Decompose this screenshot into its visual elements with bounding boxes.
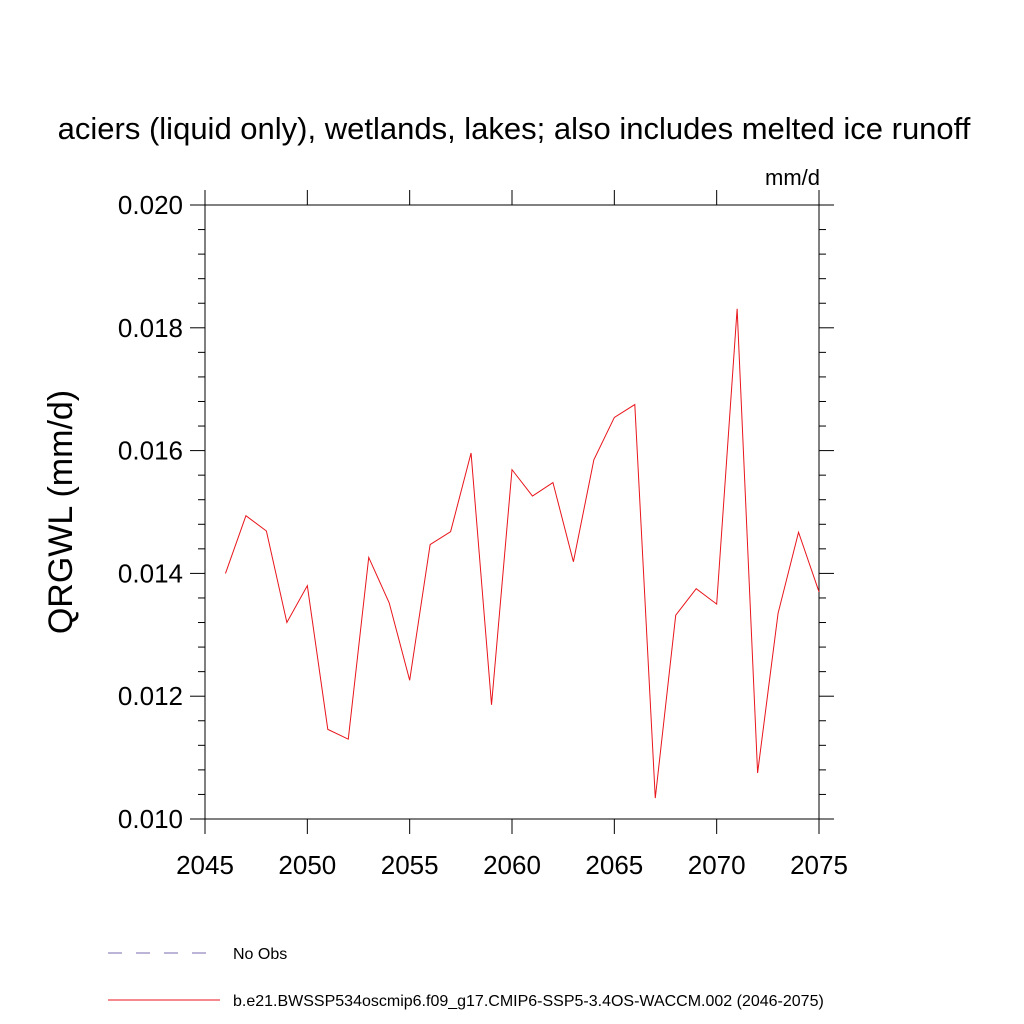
units-label: mm/d (765, 165, 820, 190)
y-tick-label: 0.012 (118, 681, 183, 711)
x-tick-label: 2055 (381, 850, 439, 880)
x-tick-labels: 2045 2050 2055 2060 2065 2070 2075 (176, 850, 848, 880)
x-tick-label: 2050 (278, 850, 336, 880)
x-tick-label: 2045 (176, 850, 234, 880)
y-tick-label: 0.018 (118, 313, 183, 343)
y-tick-label: 0.016 (118, 436, 183, 466)
series-line (224, 308, 820, 799)
y-tick-labels: 0.010 0.012 0.014 0.016 0.018 0.020 (118, 190, 183, 834)
x-tick-label: 2070 (688, 850, 746, 880)
chart-title: aciers (liquid only), wetlands, lakes; a… (58, 111, 971, 146)
legend-label: b.e21.BWSSP534oscmip6.f09_g17.CMIP6-SSP5… (233, 993, 824, 1010)
series-layer (224, 308, 820, 799)
y-tick-label: 0.020 (118, 190, 183, 220)
plot-frame (204, 204, 820, 820)
y-tick-label: 0.010 (118, 804, 183, 834)
y-tick-label: 0.014 (118, 558, 183, 588)
x-tick-label: 2075 (790, 850, 848, 880)
y-axis-label: QRGWL (mm/d) (42, 390, 80, 634)
x-tick-label: 2065 (585, 850, 643, 880)
legend-label: No Obs (233, 946, 287, 963)
axis-ticks (190, 190, 834, 834)
legend: No Obs b.e21.BWSSP534oscmip6.f09_g17.CMIP… (108, 946, 824, 1010)
x-tick-label: 2060 (483, 850, 541, 880)
